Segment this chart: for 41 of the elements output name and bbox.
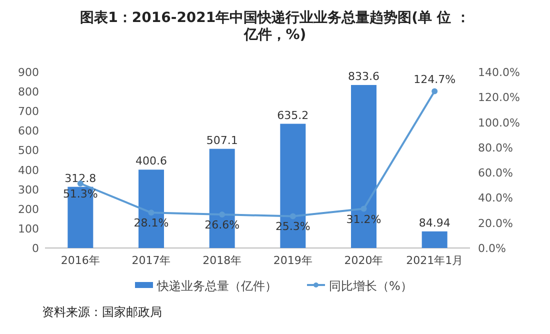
data-label: 400.6 — [136, 154, 167, 168]
y2-tick-label: 20.0% — [478, 216, 513, 230]
y2-tick-label: 40.0% — [478, 192, 513, 205]
x-tick-label: 2016年 — [60, 254, 100, 267]
y-tick-label: 400 — [18, 164, 39, 177]
y-tick-label: 800 — [18, 86, 39, 99]
y-tick-label: 100 — [18, 222, 39, 236]
y-tick-label: 0 — [32, 242, 39, 255]
bar — [422, 231, 448, 248]
text: 资料来源：国家邮政局 — [42, 305, 162, 319]
x-tick-label: 2020年 — [344, 254, 384, 267]
x-tick-label: 2021年1月 — [406, 254, 464, 267]
data-label: 833.6 — [348, 70, 380, 83]
data-label: 312.8 — [64, 172, 96, 185]
y-tick-label: 600 — [18, 124, 39, 138]
y2-tick-label: 120.0% — [478, 91, 520, 104]
data-label: 635.2 — [277, 108, 309, 122]
point — [360, 206, 367, 212]
point — [219, 212, 226, 218]
y2-tick-label: 60.0% — [478, 166, 513, 180]
y-tick-label: 900 — [18, 66, 39, 79]
legend-label: 同比增长（%） — [329, 279, 412, 293]
y-tick-label: 700 — [18, 105, 39, 118]
chart-title: 图表1：2016-2021年中国快递行业业务总量趋势图(单 位 ：亿件，%) — [80, 9, 470, 43]
point — [290, 213, 296, 220]
data-label: 84.94 — [418, 216, 450, 230]
point — [148, 210, 154, 216]
y2-tick-label: 100.0% — [478, 116, 520, 130]
x-tick-label: 2018年 — [202, 254, 242, 267]
y2-tick-label: 80.0% — [478, 141, 513, 154]
x-tick-label: 2019年 — [273, 254, 312, 267]
y2-tick-label: 0.0% — [478, 242, 506, 255]
y-tick-label: 300 — [18, 183, 39, 196]
y2-tick-label: 140.0% — [478, 66, 520, 79]
point — [432, 88, 438, 94]
data-label: 124.7% — [414, 73, 456, 86]
data-label: 507.1 — [206, 134, 238, 147]
x-tick-label: 2017年 — [132, 254, 171, 267]
legend-label: 快递业务总量（亿件） — [156, 279, 277, 293]
y-tick-label: 200 — [18, 202, 39, 216]
y-tick-label: 500 — [18, 144, 39, 158]
